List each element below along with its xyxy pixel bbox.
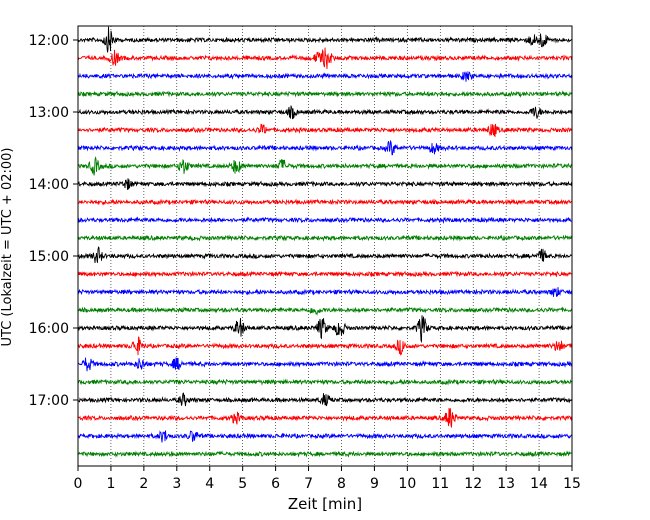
x-tick-label: 13 (497, 476, 515, 492)
trace-1245 (77, 90, 573, 98)
trace-1615 (77, 336, 573, 356)
x-tick-label: 3 (172, 476, 181, 492)
y-axis: 12:00 13:00 14:00 15:00 16:00 17:00 (29, 33, 78, 409)
y-tick-label: 14:00 (29, 177, 69, 193)
trace-1330 (77, 139, 573, 156)
trace-1400 (77, 178, 573, 190)
x-tick-label: 14 (530, 476, 548, 492)
y-tick-label: 16:00 (29, 321, 69, 337)
trace-1730 (77, 430, 573, 443)
trace-1500 (77, 246, 573, 263)
trace-1700 (77, 392, 573, 407)
x-tick-label: 4 (205, 476, 214, 492)
x-axis: 0 1 2 3 4 5 6 7 8 9 10 11 12 13 14 15 (74, 466, 581, 492)
trace-1215 (77, 47, 573, 70)
x-tick-label: 10 (398, 476, 416, 492)
grid-lines (110, 26, 540, 466)
trace-1515 (77, 270, 573, 278)
x-tick-label: 15 (563, 476, 581, 492)
trace-1200 (77, 26, 573, 53)
plot-frame (77, 25, 573, 467)
x-tick-label: 12 (464, 476, 482, 492)
x-tick-label: 1 (106, 476, 115, 492)
x-tick-label: 8 (337, 476, 346, 492)
trace-1600 (77, 315, 573, 344)
x-tick-label: 7 (304, 476, 313, 492)
x-tick-label: 6 (271, 476, 280, 492)
trace-1545 (77, 306, 573, 316)
y-tick-label: 15:00 (29, 249, 69, 265)
x-tick-label: 0 (74, 476, 83, 492)
y-axis-label: UTC (Lokalzeit = UTC + 02:00) (0, 148, 15, 347)
trace-1630 (77, 357, 573, 372)
x-axis-label: Zeit [min] (288, 495, 362, 513)
trace-1415 (77, 198, 573, 206)
trace-1645 (77, 378, 573, 386)
trace-1430 (77, 216, 573, 224)
trace-1530 (77, 287, 573, 297)
trace-1745 (77, 450, 573, 458)
trace-1300 (77, 105, 573, 120)
x-tick-label: 11 (431, 476, 449, 492)
y-tick-label: 17:00 (29, 393, 69, 409)
trace-1345 (77, 156, 573, 176)
trace-1315 (77, 123, 573, 138)
x-tick-label: 9 (370, 476, 379, 492)
trace-1445 (77, 234, 573, 242)
y-tick-label: 12:00 (29, 33, 69, 49)
y-tick-label: 13:00 (29, 105, 69, 121)
x-tick-label: 2 (139, 476, 148, 492)
trace-1230 (77, 70, 573, 82)
traces (77, 26, 573, 458)
trace-1715 (77, 407, 573, 428)
x-tick-label: 5 (238, 476, 247, 492)
